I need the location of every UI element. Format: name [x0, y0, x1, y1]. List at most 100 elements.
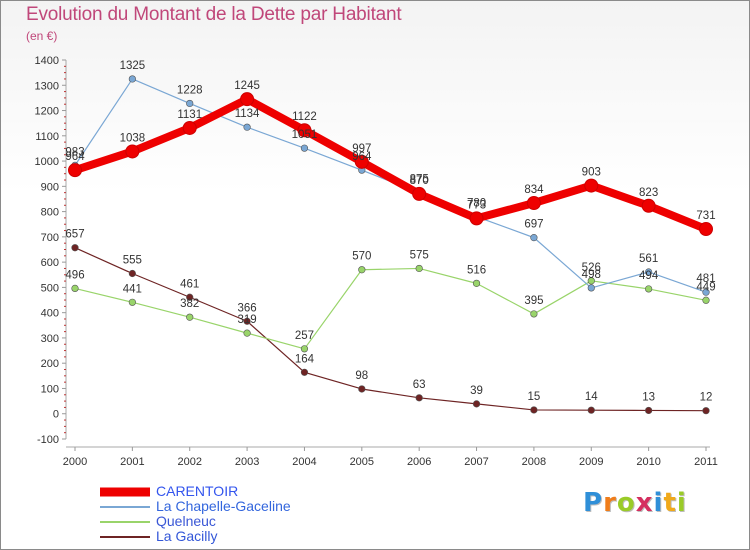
data-point	[300, 368, 309, 376]
data-point	[587, 277, 595, 285]
data-point	[243, 317, 251, 325]
series-line-3	[74, 247, 707, 412]
x-tick-label: 2004	[292, 456, 316, 468]
x-tick-label: 2003	[235, 456, 259, 468]
data-label: 570	[352, 251, 371, 263]
data-point	[530, 234, 538, 242]
data-point	[186, 99, 194, 108]
proxiti-logo: Proxiti	[583, 488, 687, 518]
data-label: 983	[65, 146, 84, 158]
data-label: 39	[470, 385, 483, 397]
data-point	[71, 284, 79, 293]
chart-legend: CARENTOIR La Chapelle-Gaceline Quelneuc La …	[100, 484, 291, 544]
data-label: 1325	[120, 60, 146, 72]
series-line-2	[74, 267, 707, 350]
data-label: 319	[237, 314, 256, 326]
data-label: 1228	[177, 84, 203, 96]
data-label: 461	[180, 278, 199, 290]
data-label: 1038	[120, 132, 146, 144]
data-label: 657	[65, 229, 84, 241]
data-label: 903	[582, 167, 601, 179]
y-tick-label: 1100	[35, 131, 59, 143]
logo-letter: P	[583, 488, 604, 518]
series-line-1	[74, 78, 707, 293]
y-tick-label: 1300	[35, 80, 59, 92]
data-point	[300, 345, 309, 353]
x-tick-label: 2008	[522, 456, 546, 468]
data-point	[186, 313, 194, 321]
data-point	[354, 154, 369, 169]
x-tick-label: 2009	[579, 456, 603, 468]
data-point	[182, 120, 197, 135]
data-point	[358, 385, 366, 393]
x-tick-label: 2000	[63, 456, 87, 468]
data-point	[699, 222, 713, 237]
data-label: 555	[123, 255, 142, 267]
legend-swatch	[100, 487, 150, 496]
data-point	[297, 123, 312, 138]
data-label: 382	[180, 298, 199, 310]
x-tick-label: 2005	[350, 456, 374, 468]
data-label: 15	[528, 391, 541, 403]
legend-swatch	[100, 505, 150, 508]
data-label: 441	[123, 283, 142, 295]
legend-label: CARENTOIR	[156, 483, 239, 499]
y-tick-label: 1200	[35, 106, 59, 118]
data-label: 964	[352, 151, 372, 163]
chart-subtitle: (en €)	[26, 29, 58, 43]
data-label: 834	[524, 184, 544, 196]
x-tick-label: 2011	[694, 456, 718, 468]
data-label: 575	[410, 249, 429, 261]
data-point	[472, 400, 481, 408]
data-point	[645, 406, 653, 415]
data-label: 731	[696, 210, 715, 222]
data-point	[243, 329, 251, 337]
data-label: 561	[639, 253, 658, 265]
data-point	[412, 186, 427, 201]
data-point	[472, 279, 481, 287]
legend-item: La Chapelle-Gaceline	[100, 499, 291, 514]
data-point	[186, 293, 194, 301]
data-point	[530, 406, 538, 414]
data-label: 1245	[234, 80, 260, 92]
data-label: 1134	[235, 108, 260, 120]
y-tick-label: 500	[41, 282, 59, 294]
data-label: 481	[696, 273, 715, 285]
data-label: 366	[237, 302, 256, 314]
y-tick-label: 900	[41, 181, 59, 193]
y-tick-label: 600	[41, 257, 59, 269]
data-point	[530, 310, 538, 318]
data-point	[358, 266, 366, 274]
y-tick-label: 800	[41, 207, 59, 219]
data-label: 498	[582, 269, 601, 281]
x-tick-label: 2007	[464, 456, 488, 468]
logo-letter: i	[653, 488, 664, 518]
y-tick-label: 200	[41, 358, 59, 370]
legend-swatch	[100, 520, 150, 523]
y-tick-label: -100	[37, 434, 59, 446]
data-label: 63	[413, 379, 426, 391]
data-point	[68, 163, 82, 178]
data-label: 257	[295, 330, 314, 342]
data-point	[584, 178, 599, 193]
data-label: 526	[582, 262, 601, 274]
data-point	[128, 269, 136, 278]
data-label: 98	[355, 370, 368, 382]
y-tick-label: 700	[41, 232, 59, 244]
logo-letter: o	[616, 488, 636, 518]
data-label: 449	[696, 281, 715, 293]
data-label: 870	[410, 175, 429, 187]
logo-letter: i	[676, 488, 687, 518]
legend-label: La Chapelle-Gaceline	[156, 498, 291, 514]
x-tick-label: 2002	[177, 456, 201, 468]
legend-item: Quelneuc	[100, 514, 291, 529]
data-point	[128, 298, 136, 306]
data-label: 997	[352, 143, 371, 155]
logo-letter: r	[603, 488, 617, 518]
data-point	[702, 407, 710, 415]
series-line-0	[71, 95, 710, 234]
y-tick-label: 1000	[35, 156, 59, 168]
logo-letter: x	[635, 488, 654, 518]
